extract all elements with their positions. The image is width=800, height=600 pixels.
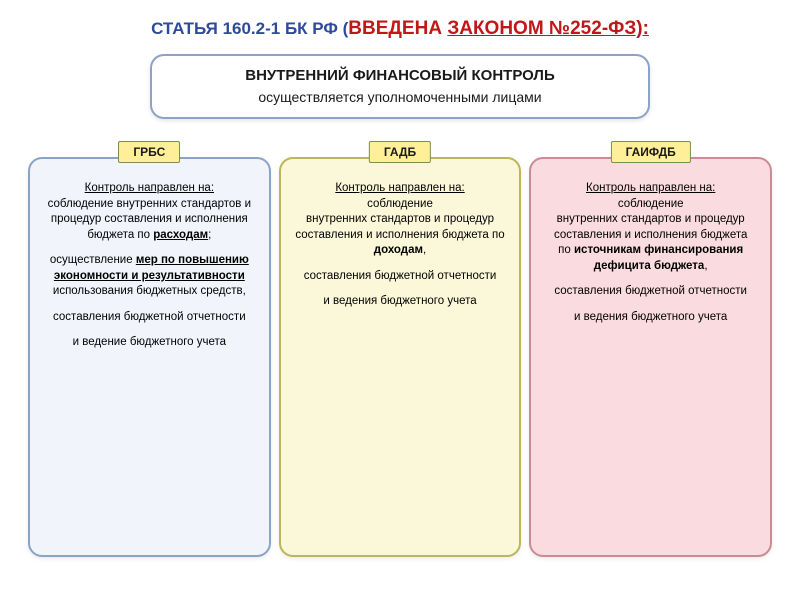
title-red-plain: ВВЕДЕНА bbox=[348, 18, 447, 39]
gaifdb-p1a: соблюдение bbox=[618, 198, 684, 210]
grbs-p1a: соблюдение внутренних стандартов и проце… bbox=[48, 198, 251, 241]
gadb-p1a: соблюдение bbox=[367, 198, 433, 210]
gaifdb-lead: Контроль направлен на: bbox=[586, 182, 715, 194]
grbs-p4: и ведение бюджетного учета bbox=[42, 335, 257, 351]
title-red-underline: ЗАКОНОМ №252-ФЗ): bbox=[447, 18, 649, 39]
main-box-line1: ВНУТРЕННИЙ ФИНАНСОВЫЙ КОНТРОЛЬ bbox=[166, 66, 634, 86]
gadb-p1d: , bbox=[423, 244, 426, 256]
gaifdb-p1c: по bbox=[558, 244, 574, 256]
grbs-p1b: расходам bbox=[153, 229, 208, 241]
panel-gadb: Контроль направлен на: соблюдение внутре… bbox=[279, 157, 522, 557]
main-concept-box: ВНУТРЕННИЙ ФИНАНСОВЫЙ КОНТРОЛЬ осуществл… bbox=[150, 54, 650, 119]
panel-gaifdb: Контроль направлен на: соблюдение внутре… bbox=[529, 157, 772, 557]
tag-gaifdb: ГАИФДБ bbox=[611, 141, 691, 163]
grbs-p1c: ; bbox=[208, 229, 211, 241]
column-gaifdb: ГАИФДБ Контроль направлен на: соблюдение… bbox=[529, 141, 772, 557]
gadb-p2: составления бюджетной отчетности bbox=[293, 269, 508, 285]
page-title: СТАТЬЯ 160.2-1 БК РФ (ВВЕДЕНА ЗАКОНОМ №2… bbox=[28, 18, 772, 40]
gadb-p1c: доходам bbox=[374, 244, 423, 256]
title-blue-part: СТАТЬЯ 160.2-1 БК РФ ( bbox=[151, 19, 348, 38]
grbs-p3: составления бюджетной отчетности bbox=[42, 310, 257, 326]
columns-row: ГРБС Контроль направлен на: соблюдение в… bbox=[28, 141, 772, 557]
grbs-p2c: использования бюджетных средств, bbox=[53, 285, 246, 297]
panel-grbs: Контроль направлен на: соблюдение внутре… bbox=[28, 157, 271, 557]
gaifdb-p2: составления бюджетной отчетности bbox=[543, 284, 758, 300]
gadb-p1b: внутренних стандартов и процедур составл… bbox=[295, 213, 504, 241]
grbs-p2a: осуществление bbox=[50, 254, 136, 266]
tag-grbs: ГРБС bbox=[118, 141, 180, 163]
grbs-lead: Контроль направлен на: bbox=[85, 182, 214, 194]
tag-gadb: ГАДБ bbox=[369, 141, 431, 163]
main-box-line2: осуществляется уполномоченными лицами bbox=[166, 88, 634, 107]
column-grbs: ГРБС Контроль направлен на: соблюдение в… bbox=[28, 141, 271, 557]
gadb-p3: и ведения бюджетного учета bbox=[293, 294, 508, 310]
gaifdb-p1d: источникам финансирования дефицита бюдже… bbox=[574, 244, 743, 272]
column-gadb: ГАДБ Контроль направлен на: соблюдение в… bbox=[279, 141, 522, 557]
gaifdb-p1e: , bbox=[704, 260, 707, 272]
gaifdb-p1b: внутренних стандартов и процедур составл… bbox=[554, 213, 747, 241]
gaifdb-p3: и ведения бюджетного учета bbox=[543, 310, 758, 326]
gadb-lead: Контроль направлен на: bbox=[335, 182, 464, 194]
